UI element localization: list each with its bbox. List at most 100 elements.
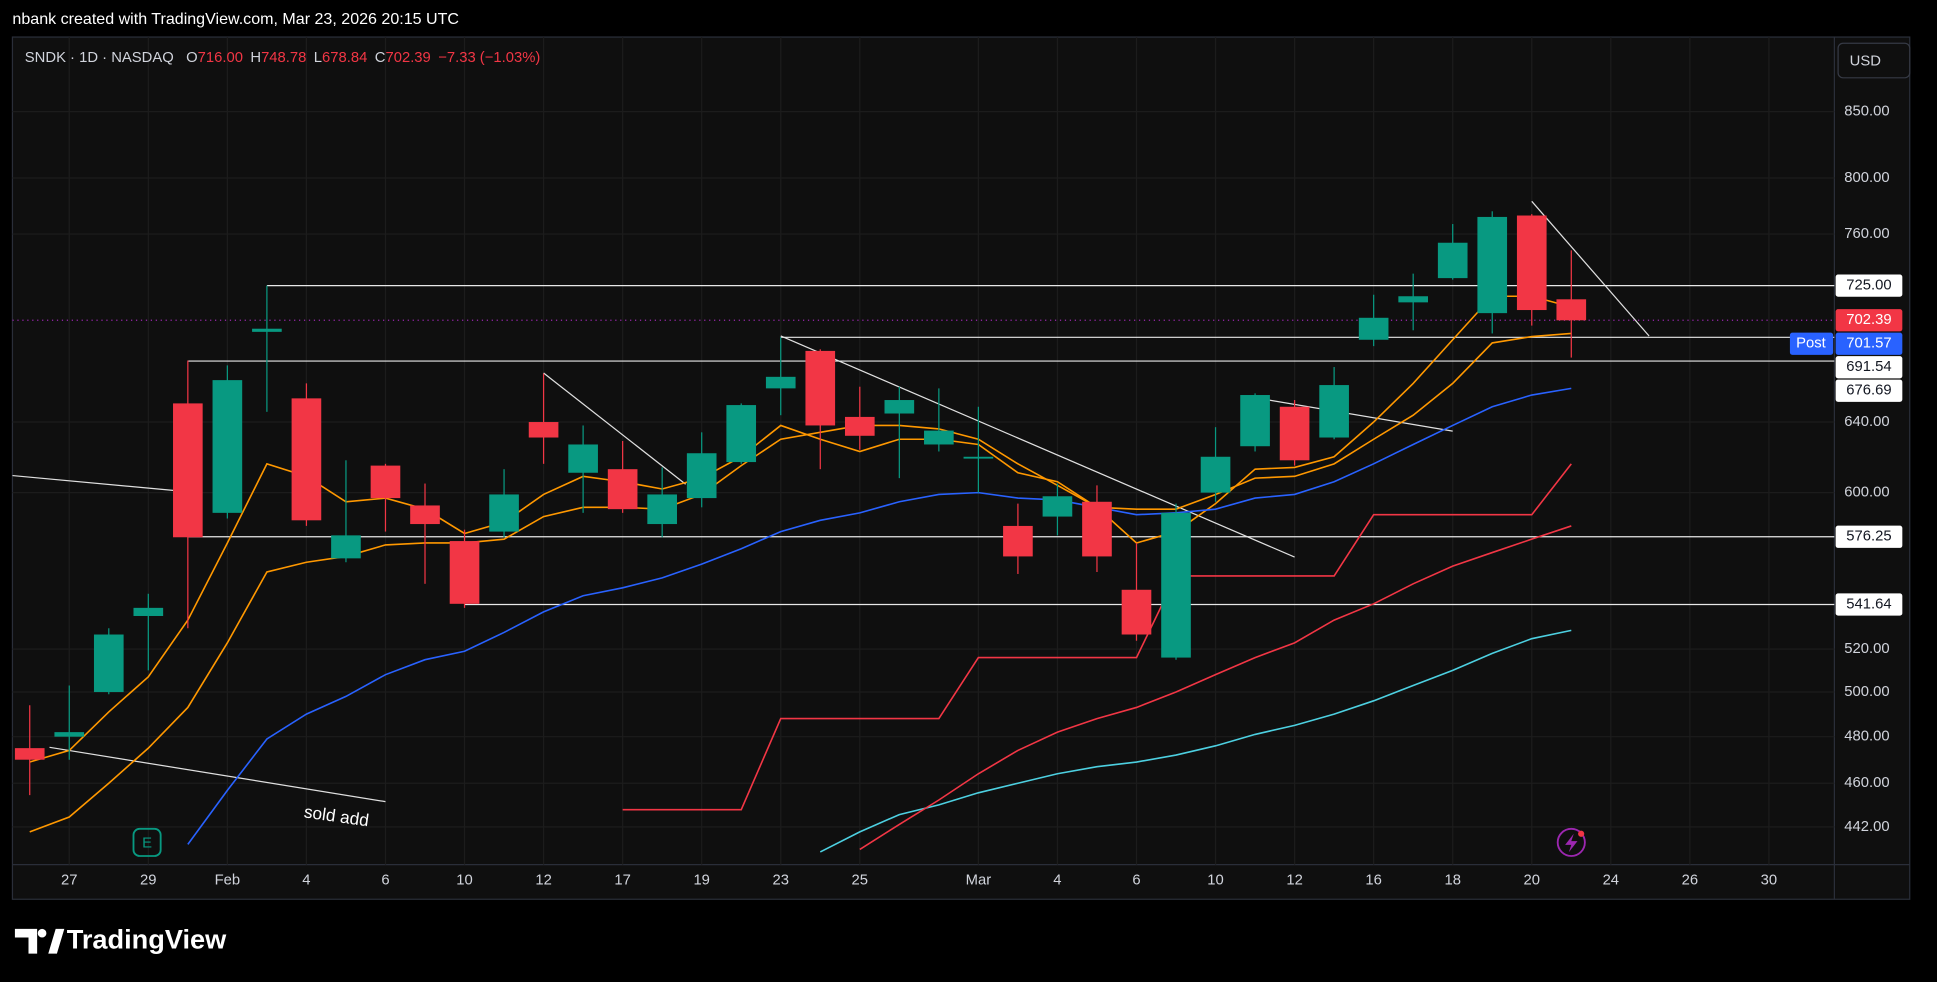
candle-body [133, 607, 164, 616]
candle-body [686, 453, 717, 499]
x-tick-label: 29 [140, 873, 156, 889]
candle-body [1121, 589, 1152, 635]
candle-body [765, 376, 796, 389]
x-tick-label: 25 [852, 873, 868, 889]
candle-body [54, 732, 85, 737]
candle-body [963, 456, 994, 459]
trend-line [1531, 200, 1650, 337]
x-tick-label: 23 [773, 873, 789, 889]
candle-body [370, 465, 401, 499]
price-label-box [1835, 332, 1903, 355]
event-icon[interactable] [1556, 827, 1586, 857]
drawings [12, 200, 1650, 803]
candle-body [924, 430, 954, 445]
x-tick-label: 6 [1132, 873, 1140, 889]
candle-body [568, 444, 598, 473]
brand: TradingView [67, 923, 227, 954]
plot [12, 200, 1835, 853]
ohlc-value: 678.84 [322, 50, 367, 66]
currency: USD [1850, 54, 1881, 70]
trend-line [12, 474, 174, 491]
price-label: 576.25 [1846, 529, 1891, 545]
y-tick-label: 760.00 [1844, 226, 1889, 242]
symbol-line: SNDK · 1D · NASDAQ O716.00 H748.78 L678.84 C… [25, 50, 541, 66]
candle-body [528, 422, 559, 438]
symbol: SNDK · 1D · NASDAQ [25, 50, 174, 66]
candle-body [607, 469, 638, 510]
candle-body [93, 634, 124, 693]
candle-body [1003, 525, 1033, 557]
price-label: 702.39 [1846, 312, 1891, 328]
x-tick-label: 24 [1603, 873, 1619, 889]
price-label: 676.69 [1846, 383, 1891, 399]
x-tick-label: 10 [1207, 873, 1223, 889]
price-label-box [1835, 525, 1903, 548]
y-tick-label: 800.00 [1844, 170, 1889, 186]
x-tick-label: 16 [1365, 873, 1381, 889]
trend-line [780, 335, 1295, 558]
x-tick-label: 6 [381, 873, 389, 889]
price-axis: 850.00 800.00 760.00 640.00 600.00 520.00 500.… [61, 104, 1903, 889]
event-dot [1578, 830, 1585, 837]
price-label-box [1835, 274, 1903, 297]
candle-body [291, 398, 322, 521]
candle-body [14, 748, 45, 760]
candle-body [212, 380, 243, 513]
price-label-box [1835, 309, 1903, 332]
price-label: 541.64 [1846, 596, 1891, 612]
candle-body [844, 416, 875, 436]
ohlc-key: O [186, 50, 198, 66]
price-label-box [1835, 379, 1903, 402]
candle-body [1556, 299, 1587, 321]
x-tick-label: 12 [1286, 873, 1302, 889]
candle-body [884, 400, 915, 414]
indicator-line [29, 295, 1572, 763]
ohlc-value: 748.78 [261, 50, 306, 66]
candle-body [410, 505, 440, 525]
candle-body [1398, 296, 1429, 303]
candle-body [1358, 317, 1389, 340]
candle-body [1477, 216, 1508, 314]
event-bolt [1565, 833, 1578, 853]
y-tick-label: 640.00 [1844, 414, 1889, 430]
y-tick-label: 600.00 [1844, 485, 1889, 501]
candle-body [1161, 512, 1191, 658]
candle-body [331, 535, 361, 559]
x-tick-label: 27 [61, 873, 77, 889]
session-label: Post [1796, 336, 1826, 352]
indicator-line [29, 332, 1572, 833]
candle-body [252, 328, 282, 332]
chart-panel [11, 36, 1911, 900]
trend-line [1254, 397, 1453, 432]
x-tick-label: 18 [1444, 873, 1460, 889]
indicator-line [187, 387, 1572, 845]
y-tick-label: 442.00 [1844, 819, 1889, 835]
x-tick-label: 4 [302, 873, 310, 889]
candle-body [1437, 242, 1468, 279]
credit: nbank created with TradingView.com, Mar … [12, 10, 459, 28]
ohlc-value: 716.00 [198, 50, 243, 66]
candle-body [1279, 406, 1310, 461]
x-tick-label: 17 [614, 873, 630, 889]
trend-line [543, 372, 687, 485]
currency-button[interactable] [1837, 42, 1911, 79]
x-tick-label: 19 [693, 873, 709, 889]
x-tick-label: Feb [215, 873, 241, 889]
candle-body [1042, 496, 1073, 517]
earnings-icon[interactable] [132, 827, 162, 857]
x-tick-label: 4 [1053, 873, 1061, 889]
y-tick-label: 850.00 [1844, 104, 1889, 120]
x-tick-label: 10 [456, 873, 472, 889]
session-box [1789, 332, 1834, 355]
y-tick-label: 520.00 [1844, 641, 1889, 657]
y-tick-label: 460.00 [1844, 775, 1889, 791]
ohlc-key: C [375, 50, 386, 66]
y-tick-label: 500.00 [1844, 684, 1889, 700]
x-tick-label: 20 [1524, 873, 1540, 889]
y-tick-label: 480.00 [1844, 729, 1889, 745]
candle-body [1319, 385, 1349, 438]
candle-body [805, 350, 836, 426]
candle-body [726, 405, 757, 463]
price-label: 691.54 [1846, 359, 1891, 375]
